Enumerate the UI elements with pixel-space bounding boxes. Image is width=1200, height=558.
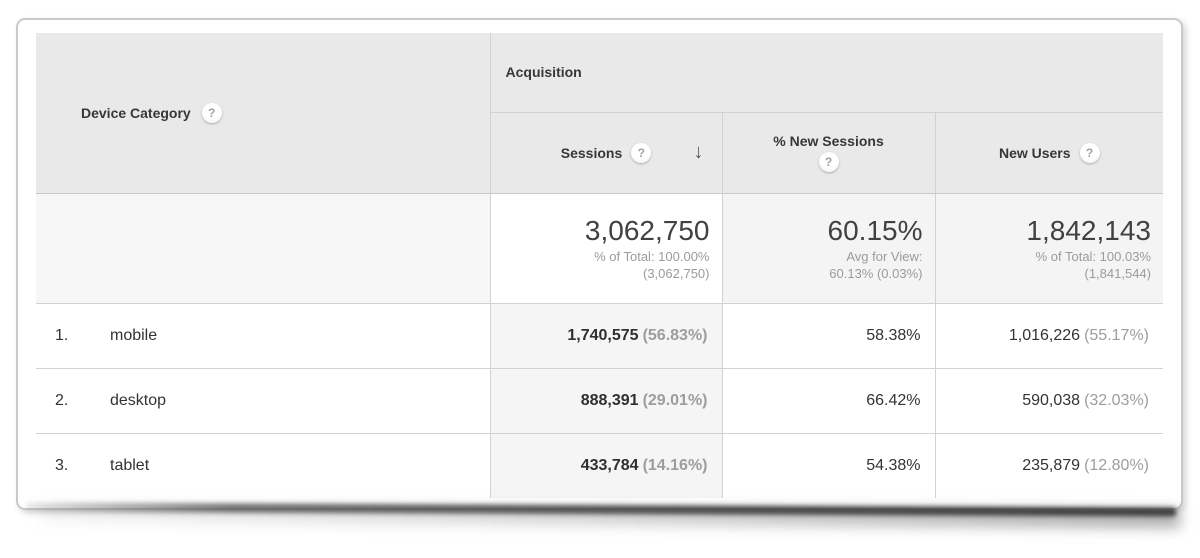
device-category-table: Device Category ? Acquisition Sessions ? [36, 33, 1163, 498]
device-category-label: Device Category [81, 104, 191, 121]
summary-row: 3,062,750 % of Total: 100.00% (3,062,750… [36, 193, 1163, 304]
new-users-share: (55.17%) [1084, 326, 1149, 344]
new-users-cell: 590,038 (32.03%) [934, 368, 1163, 434]
row-label: desktop [110, 391, 167, 409]
help-icon[interactable]: ? [818, 152, 839, 172]
summary-sessions-cell: 3,062,750 % of Total: 100.00% (3,062,750… [489, 193, 722, 304]
new-users-total-subtitle: % of Total: 100.03% (1,841,544) [1035, 248, 1151, 281]
group-header-acquisition: Acquisition [489, 33, 1163, 113]
new-users-share: (32.03%) [1084, 391, 1149, 409]
sessions-cell: 1,740,575 (56.83%) [489, 303, 722, 369]
new-sessions-cell: 66.42% [721, 368, 935, 434]
sessions-value: 1,740,575 [567, 326, 639, 344]
new-sessions-avg-subtitle: Avg for View: 60.13% (0.03%) [829, 248, 923, 281]
sessions-value: 433,784 [580, 456, 639, 474]
new-sessions-header-label: % New Sessions [773, 133, 884, 149]
new-sessions-cell: 58.38% [721, 303, 935, 369]
row-label: tablet [110, 456, 150, 474]
sessions-total-value: 3,062,750 [584, 214, 710, 246]
dimension-cell: 1. mobile [36, 303, 490, 369]
table-row-desktop: 2. desktop 888,391 (29.01%) 66.42% 590,038… [36, 368, 1163, 434]
column-header-sessions[interactable]: Sessions ? ↓ [489, 112, 722, 194]
row-index: 2. [55, 391, 69, 409]
column-header-percent-new-sessions[interactable]: % New Sessions ? [721, 112, 935, 194]
sessions-share: (29.01%) [642, 391, 708, 409]
sessions-cell: 433,784 (14.16%) [489, 433, 722, 498]
column-header-new-users[interactable]: New Users ? [934, 112, 1163, 194]
new-users-value: 235,879 [1022, 456, 1081, 474]
new-users-value: 1,016,226 [1008, 326, 1081, 344]
new-users-cell: 235,879 (12.80%) [934, 433, 1163, 498]
sessions-value: 888,391 [580, 391, 639, 409]
new-sessions-value: 66.42% [866, 391, 921, 409]
table-row-tablet: 3. tablet 433,784 (14.16%) 54.38% 235,879(… [36, 433, 1163, 498]
sessions-share: (14.16%) [642, 456, 708, 474]
sessions-header-label: Sessions [560, 144, 623, 161]
row-index: 1. [55, 326, 69, 344]
help-icon[interactable]: ? [201, 102, 222, 123]
analytics-report-card: Device Category ? Acquisition Sessions ? [16, 18, 1183, 510]
table-row-mobile: 1. mobile 1,740,575 (56.83%) 58.38% 1,016,… [36, 303, 1163, 369]
dimension-cell: 3. tablet [36, 433, 490, 498]
summary-dimension-cell [36, 193, 490, 304]
new-users-header-label: New Users [998, 144, 1071, 161]
sessions-total-subtitle: % of Total: 100.00% (3,062,750) [594, 248, 710, 281]
new-users-share: (12.80%) [1084, 456, 1149, 474]
sessions-cell: 888,391 (29.01%) [489, 368, 722, 434]
help-icon[interactable]: ? [631, 142, 652, 163]
help-icon[interactable]: ? [1079, 142, 1100, 163]
row-label: mobile [110, 326, 158, 344]
summary-new-sessions-cell: 60.15% Avg for View: 60.13% (0.03%) [721, 193, 935, 304]
column-header-row: Sessions ? ↓ % New Sessions ? New Us [36, 112, 1163, 194]
new-sessions-avg-value: 60.15% [827, 214, 923, 246]
new-sessions-value: 58.38% [866, 326, 921, 344]
column-header-device-category[interactable]: Device Category ? [36, 33, 490, 194]
new-users-value: 590,038 [1022, 391, 1081, 409]
dimension-cell: 2. desktop [36, 368, 490, 434]
new-users-total-value: 1,842,143 [1026, 214, 1151, 246]
new-users-cell: 1,016,226 (55.17%) [934, 303, 1163, 369]
sort-descending-icon[interactable]: ↓ [693, 140, 704, 163]
group-header-row: Device Category ? Acquisition [36, 33, 1163, 194]
new-sessions-value: 54.38% [866, 456, 921, 474]
acquisition-label: Acquisition [505, 64, 582, 81]
summary-new-users-cell: 1,842,143 % of Total: 100.03% (1,841,544… [934, 193, 1163, 304]
sessions-share: (56.83%) [642, 326, 708, 344]
new-sessions-cell: 54.38% [721, 433, 935, 498]
row-index: 3. [55, 456, 69, 474]
